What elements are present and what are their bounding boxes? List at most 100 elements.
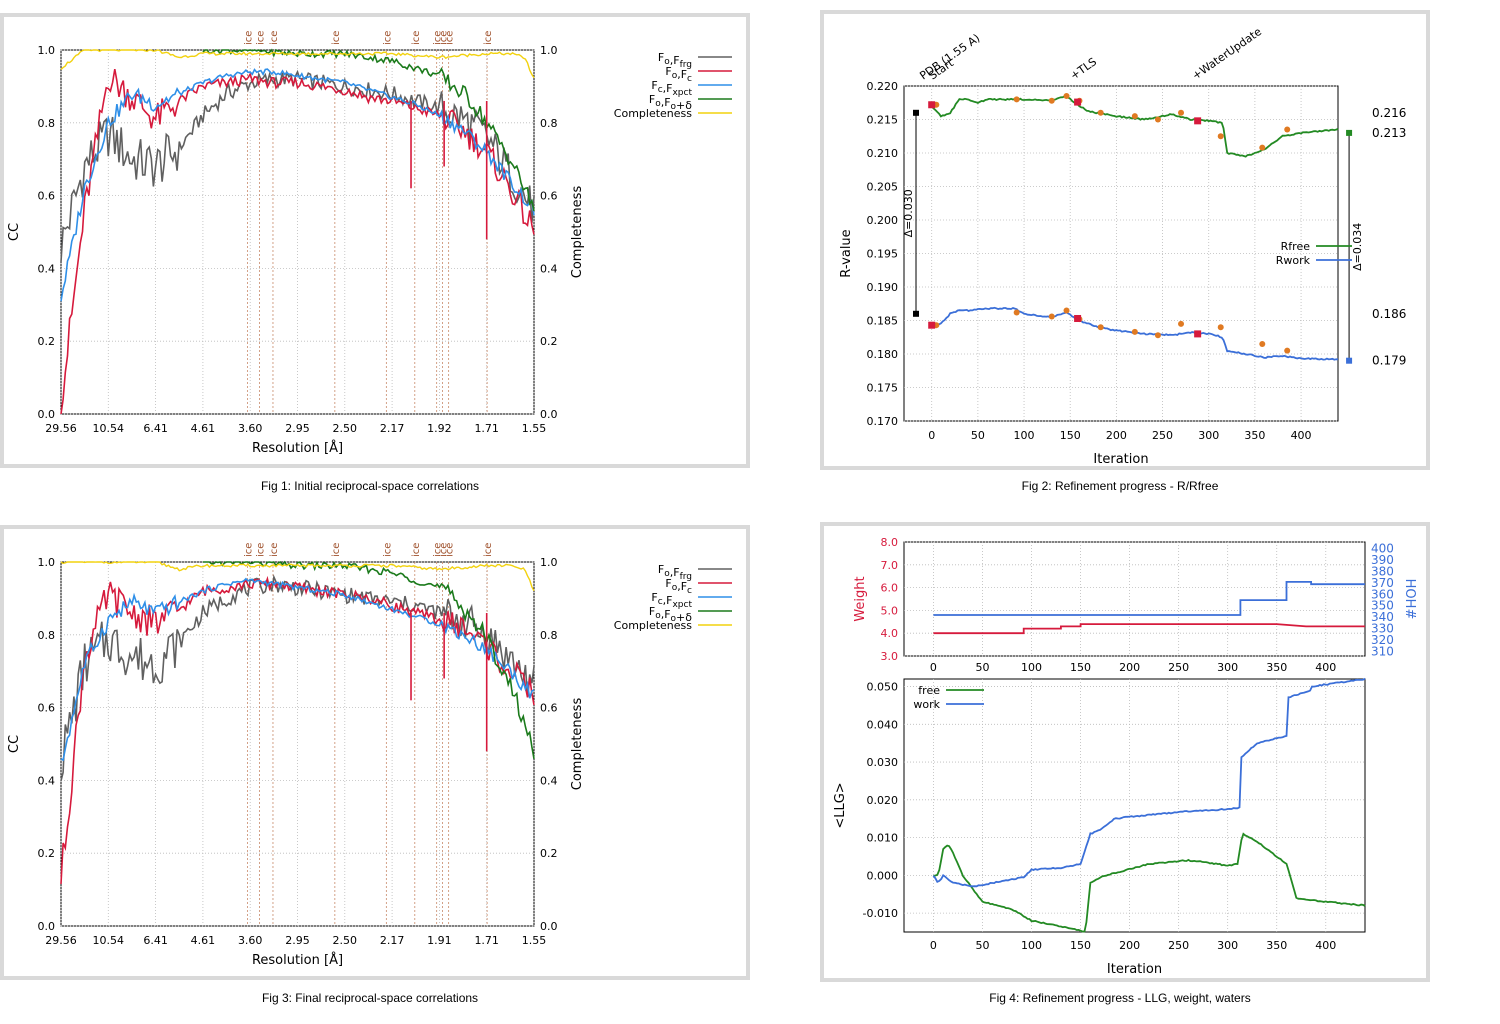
fig2-ytick-label: 0.190 bbox=[867, 281, 899, 294]
fig2-rwork-point bbox=[1259, 340, 1266, 347]
fig2-right-value: 0.186 bbox=[1372, 307, 1406, 321]
fig3-ytick-label: 0.0 bbox=[38, 920, 56, 933]
fig2-xtick-label: 200 bbox=[1106, 429, 1127, 442]
fig3-legend-label: Fo,Fc bbox=[665, 577, 692, 596]
fig4-top-xtick: 150 bbox=[1070, 661, 1091, 674]
fig2-xtick-label: 350 bbox=[1244, 429, 1265, 442]
fig4-top-xtick: 350 bbox=[1266, 661, 1287, 674]
fig2-rwork-point bbox=[1284, 347, 1291, 354]
fig2-rfree-marker bbox=[1074, 98, 1082, 106]
fig1-ytick-label: 0.6 bbox=[38, 190, 56, 203]
fig4-llg-tick: -0.010 bbox=[863, 907, 898, 920]
fig2-xlabel: Iteration bbox=[1093, 452, 1148, 466]
fig4-llg-tick: 0.010 bbox=[867, 832, 899, 845]
fig4-top-frame bbox=[903, 541, 1366, 657]
fig2-ytick-label: 0.215 bbox=[867, 114, 899, 127]
fig4-chart: 3.04.05.06.07.08.03103203303403503603703… bbox=[833, 536, 1417, 977]
fig1-legend-label: Completeness bbox=[614, 107, 692, 120]
fig2-rfree-point bbox=[1154, 116, 1161, 123]
fig2-delta-left-bottom bbox=[913, 310, 920, 317]
fig2-delta-left-top bbox=[913, 109, 920, 116]
fig2-series-rfree bbox=[931, 95, 1339, 158]
fig1-y2tick-label: 0.8 bbox=[540, 117, 558, 130]
fig1-y2tick-label: 1.0 bbox=[540, 44, 558, 57]
fig2-rwork-point bbox=[1013, 309, 1020, 316]
fig2-rwork-marker bbox=[1074, 314, 1082, 322]
fig4-weight-tick: 6.0 bbox=[881, 582, 899, 595]
fig4-top-xtick: 50 bbox=[975, 661, 989, 674]
fig2-delta-right-label: Δ=0.034 bbox=[1351, 223, 1364, 271]
fig4-hoh-tick: 310 bbox=[1371, 644, 1394, 658]
fig1-y2tick-label: 0.6 bbox=[540, 190, 558, 203]
fig4-top-xtick: 300 bbox=[1217, 661, 1238, 674]
fig2-xtick-label: 50 bbox=[971, 429, 985, 442]
fig4-bottom-xtick: 400 bbox=[1315, 939, 1336, 952]
fig4-hoh-tick: 360 bbox=[1371, 587, 1394, 601]
fig2-xtick-label: 150 bbox=[1060, 429, 1081, 442]
fig4-bottom-xtick: 50 bbox=[975, 939, 989, 952]
fig3-ice-label: ice bbox=[439, 543, 450, 557]
fig2-ylabel: R-value bbox=[839, 229, 854, 277]
fig3-ytick-label: 1.0 bbox=[38, 556, 56, 569]
fig2-rwork-point bbox=[1063, 307, 1070, 314]
fig4-bottom-xtick: 200 bbox=[1119, 939, 1140, 952]
fig2-rfree-point bbox=[1259, 144, 1266, 151]
fig1-xlabel: Resolution [Å] bbox=[252, 440, 343, 456]
fig4-series-hoh bbox=[933, 581, 1365, 616]
fig1-legend-label: Fc,Fxpct bbox=[651, 79, 692, 98]
fig3-xtick-label: 2.17 bbox=[380, 934, 405, 947]
fig2-xtick-label: 400 bbox=[1291, 429, 1312, 442]
fig4-llg-tick: 0.040 bbox=[867, 718, 899, 731]
fig2-xtick-label: 300 bbox=[1198, 429, 1219, 442]
fig2-rwork-marker bbox=[1194, 330, 1202, 338]
fig1-ice-label: ice bbox=[483, 31, 494, 45]
fig2-rfree-point bbox=[1217, 133, 1224, 140]
fig2-annotation: +TLS bbox=[1068, 55, 1099, 82]
fig1-xtick-label: 1.71 bbox=[474, 422, 499, 435]
fig2-rfree-point bbox=[1178, 109, 1185, 116]
fig1-series-fc-fxpct bbox=[60, 68, 535, 302]
fig1-ytick-label: 0.0 bbox=[38, 408, 56, 421]
fig4-top-xtick: 200 bbox=[1119, 661, 1140, 674]
fig4-caption: Fig 4: Refinement progress - LLG, weight… bbox=[989, 991, 1251, 1005]
fig3-chart: 0.0 0.0 0.2 0.2 0.4 0.4 0.6 0.6 0.8 0.8 1.0 1.0 29.5… bbox=[7, 543, 732, 968]
fig2-xtick-label: 100 bbox=[1014, 429, 1035, 442]
fig4-hoh-tick: 380 bbox=[1371, 565, 1394, 579]
fig1-xtick-label: 3.60 bbox=[238, 422, 263, 435]
fig3-ice-label: ice bbox=[433, 543, 444, 557]
fig2-rfree-point bbox=[1097, 109, 1104, 116]
fig1-y2label: Completeness bbox=[570, 186, 585, 279]
fig4-top-xtick: 0 bbox=[930, 661, 937, 674]
fig3-y2tick-label: 1.0 bbox=[540, 556, 558, 569]
fig2-ytick-label: 0.195 bbox=[867, 248, 899, 261]
fig3-ice-label: ice bbox=[244, 543, 255, 557]
fig1-ice-label: ice bbox=[331, 31, 342, 45]
fig4-weight-tick: 8.0 bbox=[881, 536, 899, 549]
fig3-y2tick-label: 0.6 bbox=[540, 702, 558, 715]
fig3-ice-label: ice bbox=[269, 543, 280, 557]
fig4-weight-tick: 3.0 bbox=[881, 650, 899, 663]
fig4-llg-label: <LLG> bbox=[833, 782, 848, 828]
fig3-xtick-label: 29.56 bbox=[45, 934, 77, 947]
fig1-y2tick-label: 0.4 bbox=[540, 262, 558, 275]
fig4-bottom-xtick: 100 bbox=[1021, 939, 1042, 952]
fig1-xtick-label: 4.61 bbox=[191, 422, 216, 435]
fig3-ice-label: ice bbox=[483, 543, 494, 557]
fig2-legend-label-rfree: Rfree bbox=[1281, 240, 1311, 253]
fig4-hoh-tick: 330 bbox=[1371, 622, 1394, 636]
fig1-xtick-label: 1.55 bbox=[522, 422, 547, 435]
fig4-hoh-tick: 350 bbox=[1371, 599, 1394, 613]
fig2-right-value: 0.216 bbox=[1372, 106, 1406, 120]
fig4-xlabel: Iteration bbox=[1107, 962, 1162, 977]
fig2-rfree-marker bbox=[1194, 117, 1202, 125]
fig2-delta-right-top bbox=[1346, 129, 1353, 136]
fig4-llg-tick: 0.050 bbox=[867, 681, 899, 694]
fig1-ice-label: ice bbox=[244, 31, 255, 45]
fig4-hoh-tick: 390 bbox=[1371, 553, 1394, 567]
fig3-xtick-label: 10.54 bbox=[93, 934, 125, 947]
fig2-ytick-label: 0.170 bbox=[867, 415, 899, 428]
fig4-series-weight bbox=[933, 623, 1365, 635]
fig2-rfree-point bbox=[1284, 126, 1291, 133]
fig3-xtick-label: 1.55 bbox=[522, 934, 547, 947]
fig3-xlabel: Resolution [Å] bbox=[252, 952, 343, 968]
